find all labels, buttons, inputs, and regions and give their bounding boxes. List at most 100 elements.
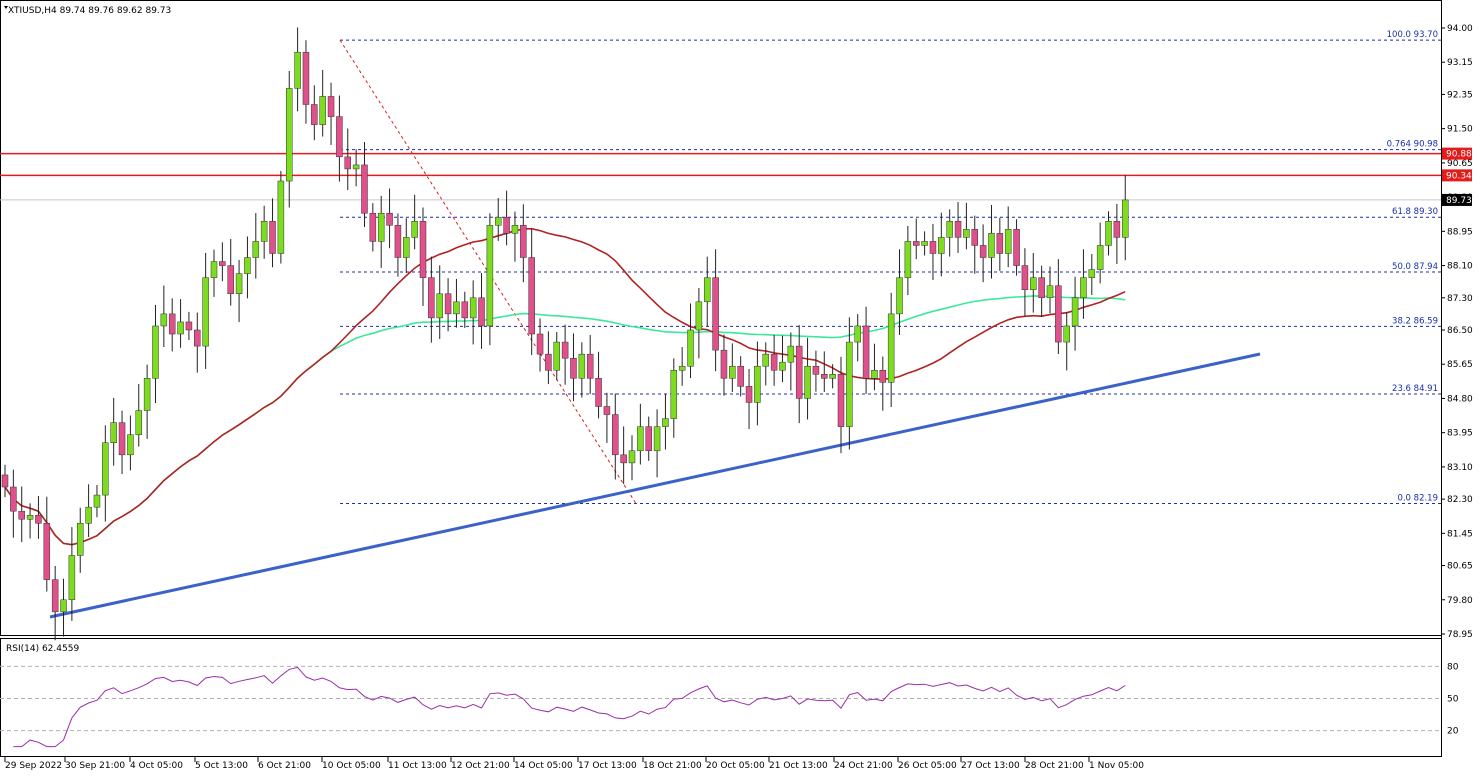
- candle-body: [361, 164, 368, 214]
- candle-body: [68, 555, 76, 601]
- candle: [854, 314, 861, 362]
- candle-body: [127, 434, 134, 456]
- candle: [570, 333, 577, 402]
- candle: [628, 435, 636, 481]
- candle-body: [403, 237, 410, 258]
- price-label-box: [1442, 169, 1472, 182]
- main-panel-frame: [0, 0, 1442, 636]
- candles: [1, 27, 1129, 641]
- candle-body: [887, 313, 895, 383]
- candle: [210, 249, 218, 297]
- candle: [954, 202, 962, 253]
- candle-body: [1063, 325, 1070, 343]
- candle-body: [1121, 199, 1129, 238]
- price-tick-label: 81.45: [1447, 529, 1473, 539]
- candle-body: [762, 353, 770, 367]
- time-tick-label: 11 Oct 13:00: [388, 761, 447, 771]
- trendline[interactable]: [49, 352, 1261, 619]
- candle-body: [846, 341, 853, 427]
- candle: [821, 351, 828, 393]
- candle: [637, 403, 644, 465]
- candle-body: [453, 301, 460, 315]
- candle-body: [745, 386, 753, 403]
- ascending-trendline[interactable]: [49, 352, 1261, 619]
- candle: [85, 484, 92, 537]
- candle: [10, 469, 17, 538]
- candle-body: [302, 51, 310, 105]
- candle: [1063, 312, 1070, 371]
- candle-body: [938, 237, 945, 254]
- time-tick-label: 12 Oct 21:00: [451, 761, 510, 771]
- candle: [912, 218, 920, 260]
- candle: [787, 332, 795, 391]
- candle: [645, 416, 652, 461]
- candle: [43, 496, 51, 592]
- candle: [653, 409, 661, 478]
- candle-body: [285, 88, 293, 182]
- candle-body: [386, 212, 393, 226]
- candle-body: [152, 325, 159, 379]
- price-tick-label: 85.65: [1447, 360, 1473, 370]
- candle: [779, 335, 786, 383]
- candle-body: [294, 51, 301, 89]
- candle-body: [486, 225, 494, 327]
- candle-body: [377, 212, 385, 242]
- candle: [963, 202, 970, 250]
- candle: [168, 298, 176, 352]
- candle: [720, 334, 728, 396]
- candle-body: [1080, 277, 1087, 299]
- candle: [1055, 259, 1062, 354]
- price-label-text: 90.88: [1446, 150, 1472, 160]
- candle: [553, 332, 561, 381]
- dropdown-arrow-icon[interactable]: [4, 6, 8, 9]
- candle: [603, 392, 611, 443]
- candle: [670, 358, 678, 438]
- candle-body: [327, 96, 335, 117]
- price-label-text: 89.73: [1446, 196, 1472, 206]
- candle-body: [269, 221, 276, 254]
- price-tick-label: 94.00: [1447, 24, 1473, 34]
- candle-body: [770, 353, 778, 371]
- candle-body: [578, 353, 586, 379]
- candle-body: [603, 406, 611, 415]
- price-tick-label: 92.35: [1447, 90, 1473, 100]
- price-tick-label: 90.65: [1447, 159, 1473, 169]
- candle-body: [520, 225, 527, 258]
- candle-body: [1, 474, 9, 488]
- candle-body: [511, 225, 519, 234]
- candle: [754, 341, 761, 426]
- candle: [887, 292, 895, 408]
- candle-body: [729, 365, 736, 379]
- price-label-box: [1442, 193, 1472, 206]
- candle-body: [411, 221, 418, 238]
- price-tick-label: 82.30: [1447, 495, 1473, 505]
- candle: [244, 236, 251, 299]
- candle-body: [645, 426, 652, 452]
- candle: [51, 565, 59, 641]
- candle-body: [219, 261, 226, 266]
- fib-diagonal: [339, 39, 637, 504]
- candle: [862, 306, 870, 394]
- time-tick-label: 29 Sep 2022: [5, 761, 62, 771]
- candle-body: [43, 523, 51, 580]
- candle: [812, 350, 820, 392]
- candle: [561, 324, 569, 385]
- candle-body: [436, 293, 443, 319]
- candle-body: [988, 233, 995, 258]
- candle: [1004, 206, 1012, 268]
- candle-body: [1105, 221, 1112, 246]
- candle-body: [929, 241, 937, 254]
- candle: [227, 239, 234, 306]
- time-tick-label: 4 Oct 05:00: [130, 761, 183, 771]
- candle: [837, 356, 845, 454]
- candle: [352, 149, 360, 187]
- candle: [469, 280, 477, 345]
- candle-body: [586, 353, 594, 379]
- candle: [904, 225, 912, 296]
- candle-body: [202, 277, 209, 347]
- candle: [361, 142, 368, 227]
- candle-body: [143, 378, 151, 411]
- candle: [68, 527, 76, 621]
- candle: [586, 334, 594, 394]
